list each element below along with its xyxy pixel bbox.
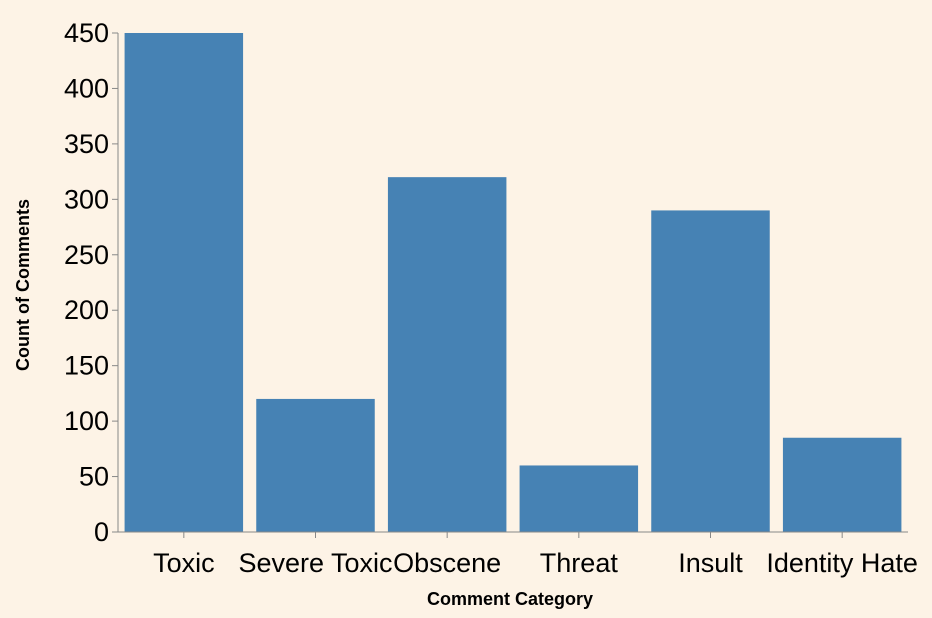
x-tick-label: Threat [540, 548, 619, 578]
bar-threat [519, 465, 639, 532]
y-tick-label: 400 [64, 73, 109, 103]
y-axis-title: Count of Comments [13, 199, 33, 371]
x-tick-label: Insult [678, 548, 743, 578]
y-tick-label: 350 [64, 129, 109, 159]
bar-obscene [387, 177, 507, 532]
x-tick-label: Severe Toxic [238, 548, 392, 578]
bar-severe-toxic [256, 398, 375, 532]
y-tick-label: 50 [79, 462, 109, 492]
y-tick-label: 300 [64, 184, 109, 214]
x-axis: Toxic Severe Toxic Obscene Threat Insult Iden… [118, 531, 918, 578]
bar-identity-hate [782, 437, 902, 532]
y-tick-label: 0 [94, 517, 109, 547]
bar-insult [651, 210, 770, 532]
y-tick-label: 250 [64, 240, 109, 270]
x-axis-title: Comment Category [427, 589, 593, 609]
y-tick-label: 200 [64, 295, 109, 325]
bars-group [124, 33, 902, 532]
x-tick-label: Identity Hate [766, 548, 918, 578]
x-tick-label: Obscene [393, 548, 501, 578]
y-tick-label: 150 [64, 351, 109, 381]
y-tick-label: 100 [64, 406, 109, 436]
bar-toxic [124, 33, 244, 532]
y-axis: 0 50 100 150 200 250 300 350 400 450 [64, 18, 119, 547]
y-tick-label: 450 [64, 18, 109, 48]
x-tick-label: Toxic [153, 548, 215, 578]
